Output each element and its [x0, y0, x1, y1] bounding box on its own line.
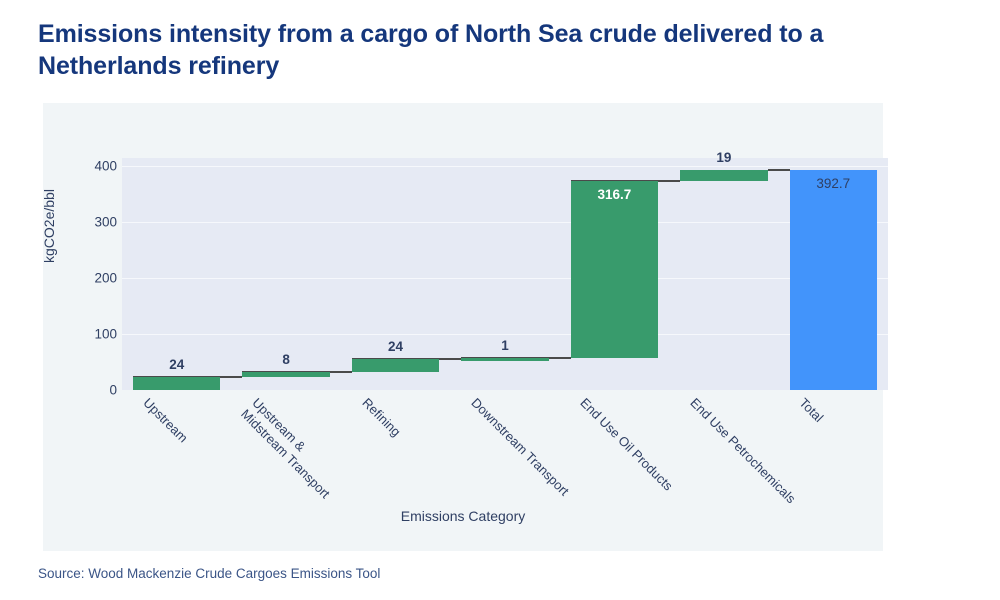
page-title: Emissions intensity from a cargo of Nort… [38, 20, 824, 80]
bar-value-label: 316.7 [597, 187, 632, 203]
y-axis-tick-label: 300 [94, 214, 117, 230]
bar-downstream-transport[interactable] [461, 358, 549, 362]
source-note: Source: Wood Mackenzie Crude Cargoes Emi… [38, 566, 381, 581]
x-axis-tick-label: End Use Oil Products [577, 395, 677, 494]
bar-upstream-midstream-transport[interactable] [242, 372, 330, 377]
gridline [122, 278, 888, 280]
y-axis-tick-label: 400 [94, 158, 117, 174]
plot-area: 24 8 24 1 316.7 19 392.7 [122, 150, 888, 390]
x-axis-tick-label: Downstream Transport [468, 395, 572, 499]
bar-upstream[interactable] [132, 376, 221, 390]
y-axis-tick-labels: 400 300 200 100 0 [65, 103, 117, 551]
y-axis-tick-label: 100 [94, 326, 117, 342]
gridline [122, 222, 888, 224]
x-axis-tick-label: Upstream [140, 395, 191, 446]
bar-total[interactable] [789, 170, 878, 390]
bar-value-label: 8 [282, 352, 290, 368]
bar-value-label: 24 [169, 356, 185, 372]
x-axis-tick-label: Refining [358, 395, 404, 440]
bar-value-label: 392.7 [816, 176, 851, 192]
x-axis-title: Emissions Category [400, 508, 526, 524]
bar-end-use-oil-products[interactable] [570, 181, 659, 359]
x-axis-tick-label: Upstream & Midstream Transport [238, 395, 333, 502]
y-axis-tick-label: 0 [109, 382, 117, 398]
bar-refining[interactable] [351, 358, 440, 373]
connector-line [767, 169, 790, 172]
gridline [122, 334, 888, 336]
bar-value-label: 1 [501, 338, 509, 354]
gridline [122, 166, 888, 168]
x-axis-tick-label: End Use Petrochemicals [687, 395, 799, 507]
x-axis-tick-label: Total [796, 395, 827, 426]
y-axis-tick-label: 200 [94, 270, 117, 286]
bar-value-label: 19 [716, 150, 732, 166]
bar-end-use-petrochemicals[interactable] [680, 170, 768, 182]
bar-value-label: 24 [388, 338, 404, 354]
y-axis-title: kgCO2e/bbl [41, 189, 57, 263]
chart-card: kgCO2e/bbl 400 300 200 100 0 24 8 24 1 316.7 19 39… [41, 103, 888, 551]
